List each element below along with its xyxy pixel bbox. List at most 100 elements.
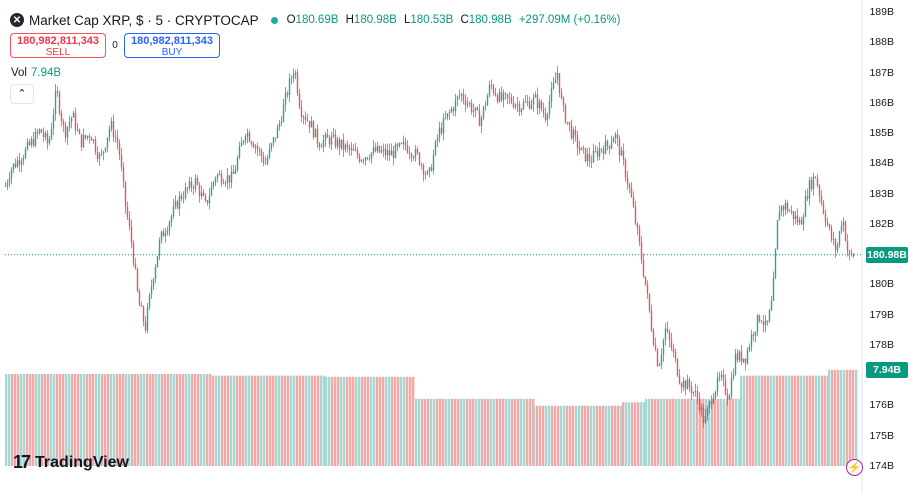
xrp-icon[interactable]: ✕: [10, 13, 24, 27]
volume-bar: [767, 375, 770, 466]
candle-body: [778, 212, 781, 221]
volume-bar: [608, 405, 611, 466]
volume-bar: [855, 369, 858, 466]
candle-body: [832, 239, 835, 240]
volume-bar: [400, 376, 403, 466]
volume-bar: [388, 376, 391, 466]
candle-body: [772, 278, 775, 301]
candle-body: [390, 150, 393, 156]
lightning-icon[interactable]: ⚡: [846, 459, 863, 476]
candle-body: [144, 321, 147, 331]
candle-body: [32, 139, 35, 146]
volume-bar: [116, 374, 119, 466]
volume-bar: [469, 398, 472, 466]
volume-bar: [323, 375, 326, 466]
volume-bar: [631, 402, 634, 466]
volume-bar: [593, 405, 596, 466]
volume-bar: [840, 369, 843, 466]
candle-body: [750, 334, 753, 347]
volume-bar: [242, 375, 245, 466]
candle-body: [244, 136, 247, 141]
volume-bar: [599, 405, 602, 466]
tradingview-logo[interactable]: 17 TradingView: [13, 452, 129, 473]
volume-bar: [478, 398, 481, 466]
candle-body: [490, 84, 493, 86]
candle-body: [132, 242, 135, 264]
collapse-legend-button[interactable]: ⌃: [10, 84, 34, 104]
volume-bar: [554, 405, 557, 466]
candle-body: [836, 245, 839, 251]
candle-body: [200, 192, 203, 197]
candle-body: [760, 321, 763, 323]
candle-body: [588, 153, 591, 162]
volume-bar: [260, 375, 263, 466]
candle-body: [326, 134, 329, 138]
candle-body: [406, 145, 409, 153]
volume-bar: [143, 374, 146, 466]
candle-body: [188, 181, 191, 189]
candle-body: [596, 150, 599, 157]
candle-body: [110, 121, 113, 129]
candle-body: [656, 349, 659, 366]
volume-bar: [358, 376, 361, 466]
candle-body: [678, 375, 681, 384]
candle-body: [252, 143, 255, 148]
candle-body: [116, 137, 119, 144]
candle-body: [94, 139, 97, 153]
candle-body: [84, 134, 87, 138]
volume-bar: [146, 374, 149, 466]
candle-body: [828, 224, 831, 229]
volume-bar: [732, 398, 735, 466]
volume-bar: [651, 398, 654, 466]
candle-body: [350, 148, 353, 150]
volume-bar: [74, 374, 77, 466]
volume-bar: [800, 375, 803, 466]
volume-bar: [233, 375, 236, 466]
candle-body: [444, 117, 447, 119]
candle-body: [766, 320, 769, 323]
volume-bar: [460, 398, 463, 466]
candle-body: [370, 152, 373, 160]
candle-body: [550, 88, 553, 102]
sell-button[interactable]: 180,982,811,343 SELL: [10, 33, 106, 58]
candle-body: [710, 401, 713, 404]
candle-body: [360, 160, 363, 162]
candle-body: [112, 121, 115, 138]
candle-body: [776, 220, 779, 250]
volume-bar: [95, 374, 98, 466]
candle-body: [782, 206, 785, 210]
candle-body: [694, 391, 697, 393]
volume-bar: [645, 398, 648, 466]
volume-bar: [17, 374, 20, 466]
volume-bar: [705, 398, 708, 466]
candle-body: [762, 321, 765, 326]
candle-body: [844, 221, 847, 241]
candle-body: [292, 74, 295, 79]
candle-body: [362, 160, 365, 162]
volume-bar: [361, 376, 364, 466]
volume-bar: [837, 369, 840, 466]
candle-body: [410, 153, 413, 158]
candle-body: [54, 91, 57, 115]
candle-body: [352, 148, 355, 151]
candle-body: [630, 187, 633, 198]
last-volume-tag: 7.94B: [866, 361, 908, 378]
candle-body: [590, 161, 593, 163]
candle-body: [226, 175, 229, 183]
symbol-title[interactable]: Market Cap XRP, $ · 5 · CRYPTOCAP: [29, 12, 259, 28]
candle-body: [514, 104, 517, 108]
volume-bar: [77, 374, 80, 466]
candle-body: [64, 124, 67, 138]
volume-bar: [206, 374, 209, 466]
volume-bar: [415, 398, 418, 466]
volume-bar: [581, 405, 584, 466]
chevron-up-icon: ⌃: [17, 88, 27, 100]
volume-bar: [481, 398, 484, 466]
volume-bar: [290, 375, 293, 466]
volume-bar: [797, 375, 800, 466]
volume-bar: [221, 375, 224, 466]
candle-body: [520, 108, 523, 112]
buy-button[interactable]: 180,982,811,343 BUY: [124, 33, 220, 58]
volume-bar: [785, 375, 788, 466]
